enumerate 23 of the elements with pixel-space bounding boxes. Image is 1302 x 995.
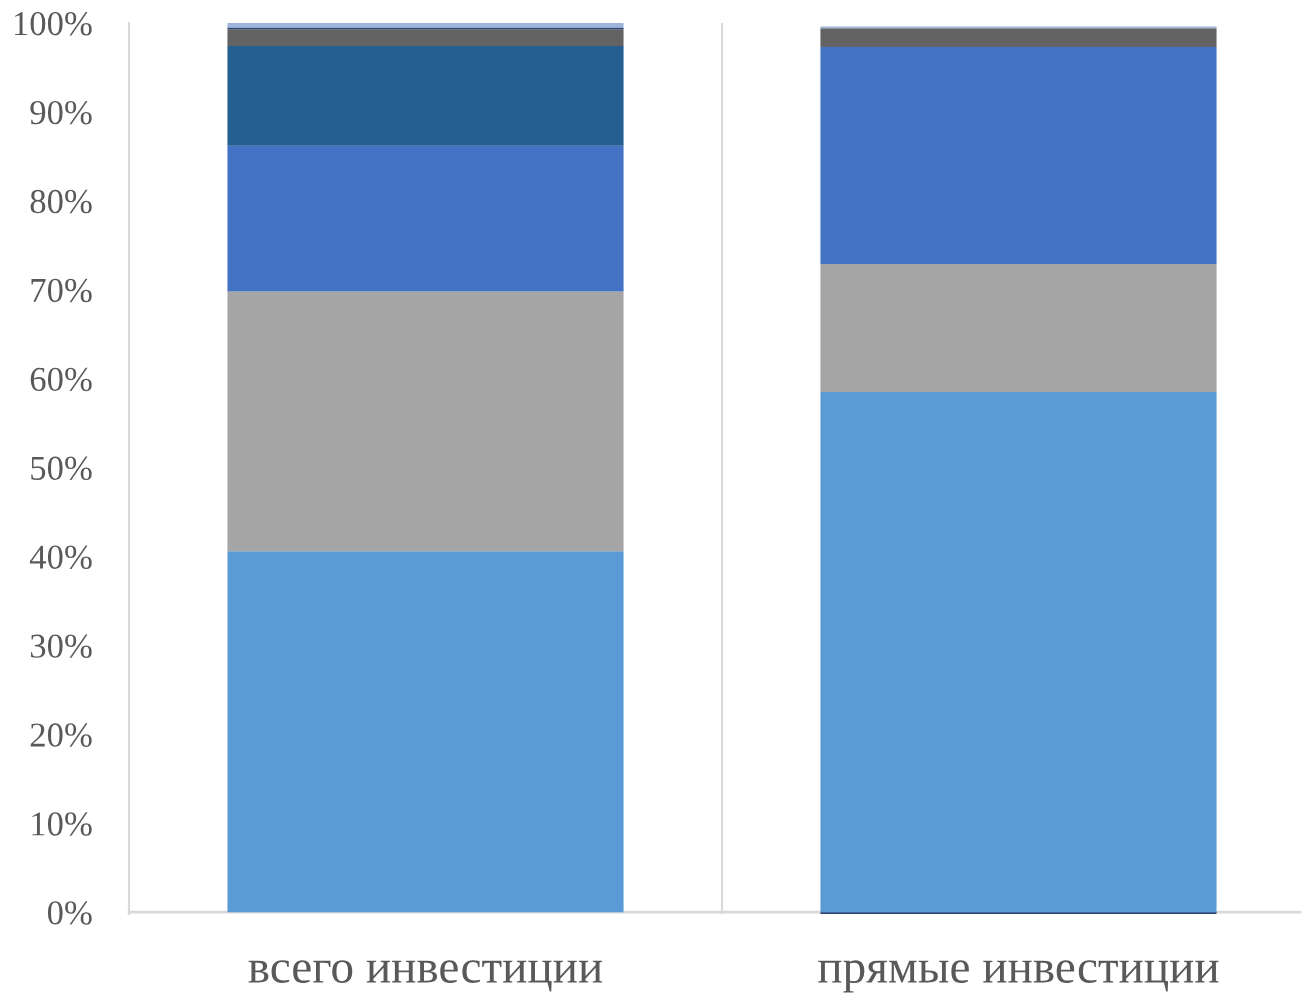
- bar: [227, 551, 624, 913]
- y-tick-label: 30%: [30, 634, 92, 658]
- bar: [820, 28, 1217, 48]
- y-tick-label: 0%: [47, 901, 92, 925]
- bar: [820, 392, 1217, 913]
- y-tick-label: 70%: [31, 278, 92, 303]
- x-tick-label: всего инвестиции: [248, 960, 603, 992]
- y-tick-label: 60%: [30, 367, 92, 392]
- bar: [820, 263, 1217, 393]
- bar: [227, 145, 624, 292]
- x-tick-label: прямые инвестиции: [818, 960, 1219, 993]
- y-tick-label: 10%: [32, 812, 92, 836]
- y-tick-label: 100%: [14, 11, 92, 36]
- y-tick-label: 40%: [29, 545, 92, 570]
- y-tick-label: 80%: [30, 189, 92, 214]
- bar: [820, 47, 1217, 264]
- y-tick-label: 50%: [31, 456, 92, 481]
- bar: [227, 23, 624, 28]
- bar: [227, 46, 624, 146]
- bar: [227, 29, 624, 47]
- y-tick-label: 90%: [30, 100, 92, 125]
- bar: [227, 291, 624, 552]
- y-tick-label: 20%: [30, 723, 92, 747]
